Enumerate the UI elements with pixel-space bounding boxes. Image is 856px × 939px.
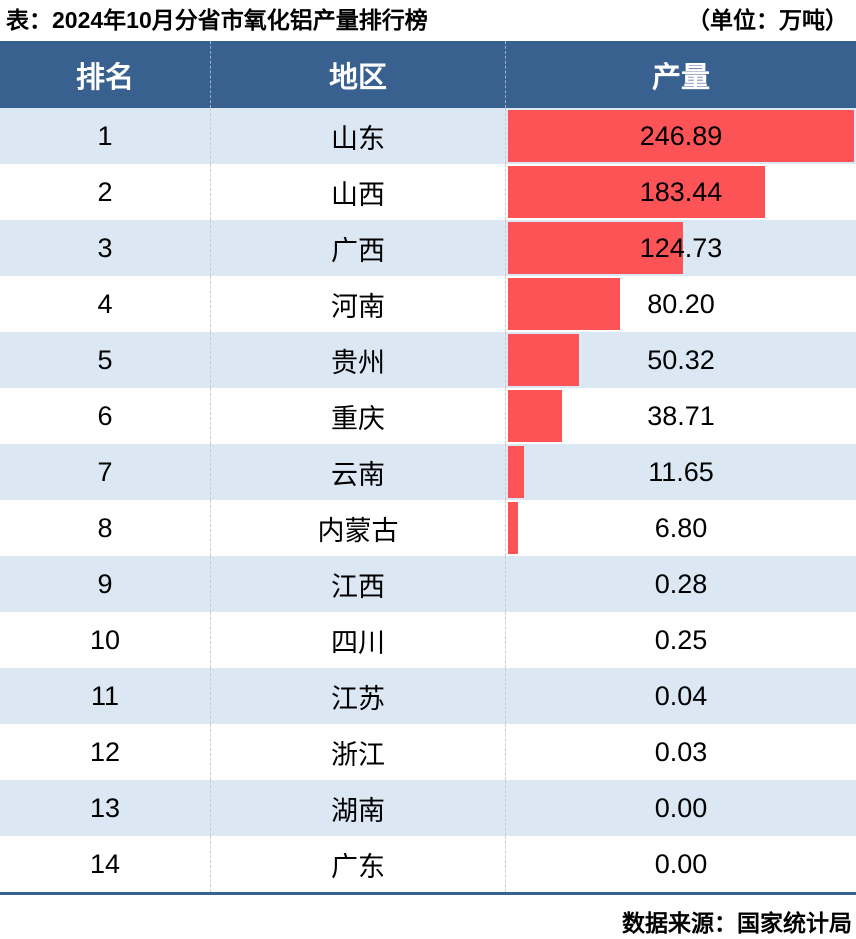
title-bar: 表：2024年10月分省市氧化铝产量排行榜 （单位：万吨） <box>0 0 856 41</box>
production-value: 124.73 <box>639 232 723 263</box>
production-cell: 0.03 <box>505 724 856 780</box>
production-bar <box>508 502 518 554</box>
production-value: 246.89 <box>639 120 723 151</box>
rank-cell: 14 <box>89 848 121 879</box>
production-value: 0.00 <box>654 848 708 879</box>
region-cell: 四川 <box>210 612 505 668</box>
production-value: 0.04 <box>654 680 708 711</box>
region-cell: 内蒙古 <box>210 500 505 556</box>
production-value: 183.44 <box>639 176 723 207</box>
rank-cell: 3 <box>97 232 113 263</box>
production-cell: 0.04 <box>505 668 856 724</box>
production-bar <box>508 110 854 162</box>
production-value: 38.71 <box>647 400 715 431</box>
production-cell: 0.25 <box>505 612 856 668</box>
table-row: 13 湖南 0.00 <box>0 780 856 836</box>
column-header-production: 产量 <box>505 41 856 108</box>
production-value: 0.00 <box>654 792 708 823</box>
region-cell: 江西 <box>210 556 505 612</box>
rank-cell: 10 <box>89 624 121 655</box>
production-bar <box>508 166 766 218</box>
footer-divider-line <box>0 892 856 895</box>
production-value: 0.28 <box>654 568 708 599</box>
region-cell: 贵州 <box>210 332 505 388</box>
rank-cell: 7 <box>97 456 113 487</box>
table-row: 14 广东 0.00 <box>0 836 856 892</box>
page-title: 表：2024年10月分省市氧化铝产量排行榜 <box>6 7 428 33</box>
production-cell: 38.71 <box>505 388 856 444</box>
table-row: 5 贵州 50.32 <box>0 332 856 388</box>
production-value: 80.20 <box>647 288 715 319</box>
rank-cell: 6 <box>97 400 113 431</box>
region-cell: 山西 <box>210 164 505 220</box>
ranking-table: 排名 地区 产量 1 山东 246.89 2 山西 183.44 3 广西 12… <box>0 41 856 892</box>
rank-cell: 2 <box>97 176 113 207</box>
table-header-row: 排名 地区 产量 <box>0 41 856 108</box>
rank-cell: 13 <box>89 792 121 823</box>
region-cell: 广西 <box>210 220 505 276</box>
rank-cell: 1 <box>97 120 113 151</box>
region-cell: 江苏 <box>210 668 505 724</box>
unit-label: （单位：万吨） <box>687 7 848 33</box>
production-value: 0.25 <box>654 624 708 655</box>
table-row: 12 浙江 0.03 <box>0 724 856 780</box>
table-row: 3 广西 124.73 <box>0 220 856 276</box>
table-row: 2 山西 183.44 <box>0 164 856 220</box>
table-row: 6 重庆 38.71 <box>0 388 856 444</box>
table-row: 11 江苏 0.04 <box>0 668 856 724</box>
production-cell: 11.65 <box>505 444 856 500</box>
rank-cell: 11 <box>90 680 120 711</box>
production-bar <box>508 222 683 274</box>
rank-cell: 4 <box>97 288 113 319</box>
production-value: 11.65 <box>648 456 714 487</box>
production-value: 50.32 <box>647 344 715 375</box>
table-row: 7 云南 11.65 <box>0 444 856 500</box>
region-cell: 广东 <box>210 836 505 892</box>
region-cell: 浙江 <box>210 724 505 780</box>
production-cell: 246.89 <box>505 108 856 164</box>
table-row: 4 河南 80.20 <box>0 276 856 332</box>
rank-cell: 12 <box>89 736 121 767</box>
production-cell: 124.73 <box>505 220 856 276</box>
column-header-rank: 排名 <box>75 61 134 94</box>
production-cell: 80.20 <box>505 276 856 332</box>
production-cell: 50.32 <box>505 332 856 388</box>
production-cell: 183.44 <box>505 164 856 220</box>
production-value: 0.03 <box>654 736 708 767</box>
production-cell: 0.28 <box>505 556 856 612</box>
production-bar <box>508 278 621 330</box>
region-cell: 重庆 <box>210 388 505 444</box>
production-value: 6.80 <box>654 512 708 543</box>
production-cell: 0.00 <box>505 836 856 892</box>
table-row: 8 内蒙古 6.80 <box>0 500 856 556</box>
region-cell: 山东 <box>210 108 505 164</box>
table-row: 9 江西 0.28 <box>0 556 856 612</box>
table-row: 10 四川 0.25 <box>0 612 856 668</box>
table-row: 1 山东 246.89 <box>0 108 856 164</box>
production-cell: 6.80 <box>505 500 856 556</box>
region-cell: 湖南 <box>210 780 505 836</box>
production-bar <box>508 390 563 442</box>
data-source-note: 数据来源：国家统计局 <box>622 910 852 936</box>
table-body: 1 山东 246.89 2 山西 183.44 3 广西 124.73 4 河南… <box>0 108 856 892</box>
production-cell: 0.00 <box>505 780 856 836</box>
production-bar <box>508 334 579 386</box>
region-cell: 云南 <box>210 444 505 500</box>
region-cell: 河南 <box>210 276 505 332</box>
rank-cell: 9 <box>97 568 113 599</box>
column-header-region: 地区 <box>210 41 505 108</box>
production-bar <box>508 446 525 498</box>
rank-cell: 5 <box>97 344 113 375</box>
rank-cell: 8 <box>97 512 113 543</box>
